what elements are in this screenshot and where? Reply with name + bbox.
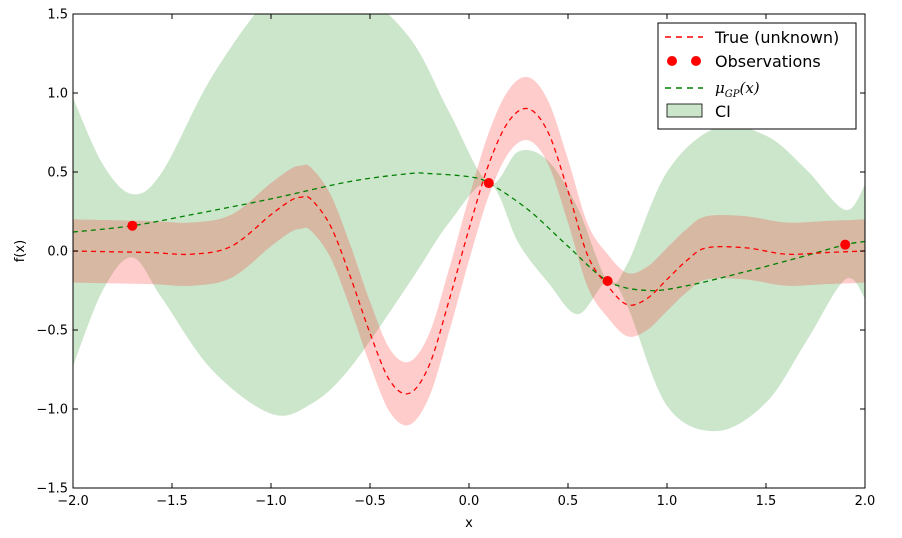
- x-tick-label: 2.0: [855, 494, 876, 509]
- x-tick-label: −2.0: [57, 494, 89, 509]
- true-function-band: [73, 76, 865, 426]
- legend-box: [657, 22, 857, 130]
- true-function-line: [73, 107, 865, 395]
- legend-gp-mean-label: μGP(x): [715, 79, 760, 100]
- legend-gp-mean-base: μ: [715, 79, 725, 97]
- y-tick-label: 1.5: [47, 8, 68, 23]
- plot-area: [73, 14, 865, 432]
- y-tick-label: −0.5: [36, 324, 68, 339]
- legend-observations-label: Observations: [715, 52, 821, 71]
- axis-ticks: −2.0 −1.5 −1.0 −0.5 0.0 0.5 1.0 1.5 2.0−1.5−1.0−…: [36, 8, 875, 510]
- legend-ci-swatch: [666, 103, 703, 118]
- legend-gp-mean-arg: (x): [739, 79, 759, 97]
- observation-point: [483, 178, 494, 189]
- x-tick-label: −1.5: [156, 494, 188, 509]
- legend-ci-label: CI: [715, 102, 731, 121]
- observation-point: [127, 220, 138, 231]
- y-tick-label: 0.0: [47, 245, 68, 260]
- y-axis-label: f(x): [13, 240, 28, 262]
- legend: True (unknown) Observations μGP(x) CI: [657, 22, 857, 130]
- x-tick-label: 1.0: [657, 494, 678, 509]
- x-tick-label: −0.5: [354, 494, 386, 509]
- y-tick-label: −1.5: [36, 482, 68, 497]
- x-axis-label: x: [465, 516, 473, 531]
- x-tick-label: −1.0: [255, 494, 287, 509]
- y-tick-label: −1.0: [36, 403, 68, 418]
- observation-point: [840, 239, 851, 250]
- y-tick-label: 1.0: [47, 87, 68, 102]
- ci-band: [73, 14, 865, 432]
- observation-point: [602, 276, 613, 287]
- x-tick-label: 0.5: [558, 494, 579, 509]
- legend-gp-mean-sub: GP: [725, 89, 740, 100]
- x-tick-label: 1.5: [756, 494, 777, 509]
- legend-observations-marker-2: [691, 56, 701, 66]
- legend-observations-marker-1: [667, 56, 677, 66]
- legend-true-label: True (unknown): [714, 28, 839, 47]
- gp-mean-line: [73, 172, 865, 292]
- y-tick-label: 0.5: [47, 166, 68, 181]
- x-tick-label: 0.0: [459, 494, 480, 509]
